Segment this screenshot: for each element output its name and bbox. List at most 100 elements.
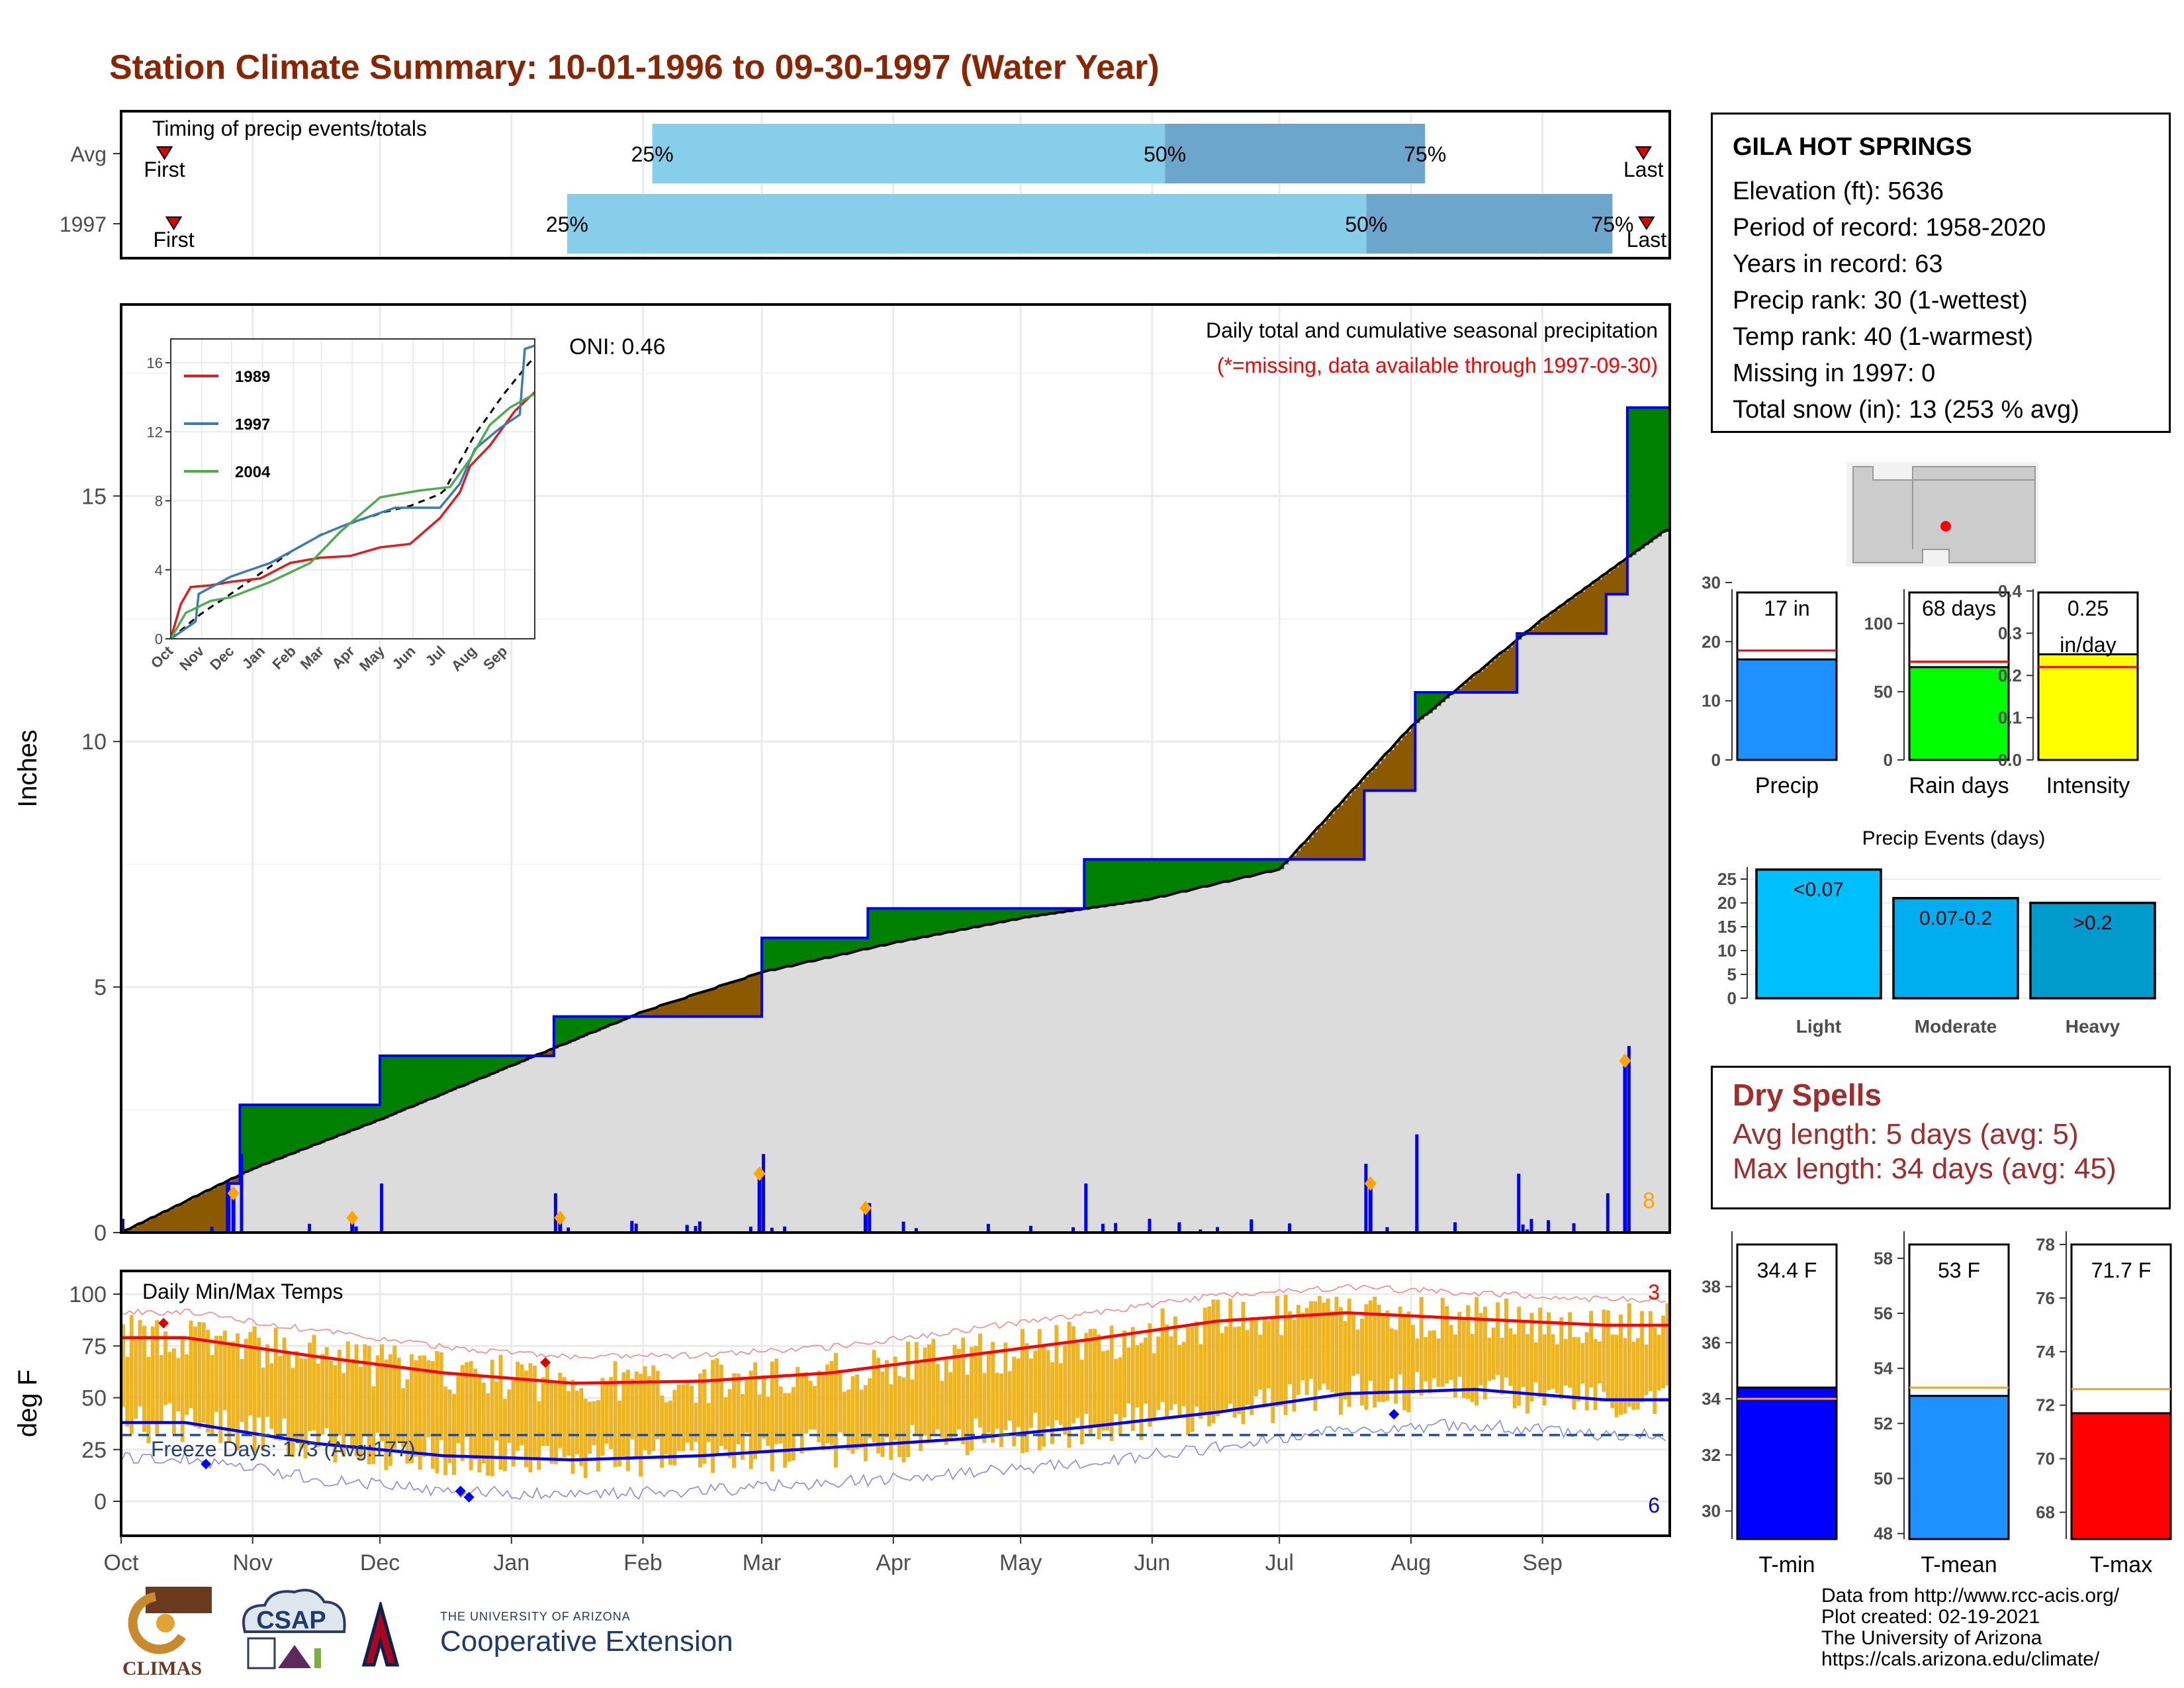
deficit-fill: [668, 1003, 674, 1017]
temp-bar-value-label: 34.4 F: [1757, 1258, 1817, 1282]
surplus-fill: [1237, 859, 1242, 879]
deficit-fill: [1466, 681, 1471, 693]
daily-temp-range-bar: [625, 1370, 630, 1472]
events-y-tick: 5: [1727, 964, 1737, 984]
inset-series-line: [169, 391, 536, 639]
daily-temp-range-bar: [1288, 1311, 1292, 1384]
daily-temp-range-bar: [1635, 1338, 1640, 1410]
daily-temp-range-bar: [1042, 1344, 1046, 1447]
daily-temp-range-bar: [757, 1394, 762, 1454]
daily-precip-bar: [634, 1223, 638, 1233]
daily-temp-range-bar: [613, 1361, 617, 1468]
daily-temp-range-bar: [291, 1368, 295, 1458]
daily-precip-bar: [1525, 1229, 1529, 1233]
daily-temp-range-bar: [1373, 1297, 1377, 1408]
surplus-fill: [1114, 859, 1119, 905]
daily-temp-range-bar: [1245, 1330, 1250, 1405]
daily-precip-bar: [558, 1217, 563, 1233]
daily-temp-range-bar: [227, 1346, 232, 1444]
daily-temp-range-bar: [312, 1335, 316, 1430]
daily-temp-range-bar: [639, 1374, 643, 1477]
timing-p25-label: 25%: [631, 142, 674, 166]
surplus-fill: [465, 1055, 470, 1086]
surplus-fill: [791, 937, 797, 966]
surplus-fill: [299, 1105, 304, 1150]
deficit-fill: [1602, 575, 1607, 634]
daily-temp-range-bar: [363, 1344, 367, 1435]
surplus-fill: [1093, 859, 1098, 908]
daily-temp-range-bar: [125, 1356, 130, 1427]
deficit-fill: [1355, 786, 1361, 860]
surplus-fill: [876, 908, 882, 947]
deficit-fill: [1351, 790, 1357, 860]
surplus-fill: [287, 1105, 292, 1156]
surplus-fill: [248, 1105, 253, 1172]
daily-temp-range-bar: [1114, 1358, 1118, 1415]
surplus-fill: [443, 1055, 449, 1094]
surplus-fill: [1021, 908, 1026, 919]
daily-temp-range-bar: [825, 1364, 830, 1444]
deficit-fill: [1568, 600, 1573, 634]
surplus-fill: [350, 1105, 355, 1131]
daily-temp-range-bar: [1377, 1304, 1381, 1402]
daily-precip-bar: [1084, 1183, 1088, 1233]
daily-temp-range-bar: [1224, 1326, 1228, 1409]
daily-temp-range-bar: [1211, 1299, 1216, 1423]
temp-bar-y-tick: 70: [2036, 1449, 2055, 1469]
daily-temp-range-bar: [150, 1327, 155, 1423]
first-event-label: First: [144, 158, 185, 181]
deficit-fill: [1313, 832, 1318, 860]
daily-temp-range-bar: [299, 1358, 304, 1449]
daily-temp-range-bar: [974, 1345, 978, 1419]
surplus-fill: [982, 908, 987, 926]
ua-extension-text: Cooperative Extension: [440, 1625, 733, 1658]
surplus-fill: [859, 937, 864, 951]
heavy-event-marker: [346, 1210, 359, 1225]
daily-temp-range-bar: [774, 1358, 779, 1444]
daily-temp-range-bar: [1271, 1317, 1275, 1424]
daily-temp-range-bar: [935, 1364, 940, 1430]
deficit-fill: [1402, 735, 1408, 791]
deficit-fill: [1542, 618, 1547, 634]
deficit-fill: [1377, 763, 1382, 791]
climas-logo-text: CLIMAS: [122, 1658, 202, 1679]
deficit-fill: [1326, 819, 1331, 860]
temp-bar-y-tick: 52: [1874, 1413, 1893, 1433]
daily-temp-range-bar: [745, 1380, 749, 1433]
daily-temp-range-bar: [1084, 1333, 1089, 1414]
timing-p50-label: 50%: [1345, 212, 1387, 236]
daily-temp-range-bar: [558, 1372, 563, 1448]
surplus-fill: [846, 937, 852, 955]
daily-precip-bar: [868, 1203, 872, 1233]
daily-temp-range-bar: [970, 1346, 974, 1451]
deficit-fill: [163, 1211, 169, 1233]
daily-temp-range-bar: [532, 1365, 537, 1460]
temp-bar-label: T-min: [1759, 1552, 1815, 1577]
surplus-fill: [502, 1055, 508, 1070]
deficit-fill: [1576, 594, 1582, 634]
daily-temp-range-bar: [986, 1352, 991, 1433]
daily-temp-range-bar: [392, 1345, 397, 1449]
surplus-fill: [931, 908, 936, 936]
inset-series-line: [169, 393, 535, 639]
surplus-fill: [439, 1055, 445, 1096]
daily-temp-range-bar: [991, 1342, 995, 1443]
daily-temp-range-bar: [465, 1362, 469, 1438]
daily-temp-range-bar: [1304, 1307, 1309, 1395]
inset-legend-label: 2004: [235, 463, 271, 481]
daily-temp-range-bar: [1475, 1297, 1479, 1406]
daily-temp-range-bar: [948, 1372, 953, 1439]
deficit-fill: [1508, 647, 1514, 693]
daily-temp-range-bar: [1135, 1345, 1140, 1408]
daily-temp-range-bar: [1253, 1319, 1258, 1397]
daily-temp-range-bar: [1322, 1302, 1326, 1384]
daily-temp-range-bar: [426, 1360, 431, 1438]
daily-temp-range-bar: [146, 1356, 151, 1444]
surplus-fill: [613, 1016, 618, 1024]
daily-temp-range-bar: [643, 1366, 647, 1450]
daily-temp-range-bar: [1279, 1335, 1284, 1406]
daily-temp-range-bar: [337, 1349, 341, 1436]
surplus-fill: [592, 1016, 597, 1033]
temp-bar-y-tick: 74: [2036, 1342, 2055, 1362]
surplus-fill: [1152, 859, 1158, 899]
